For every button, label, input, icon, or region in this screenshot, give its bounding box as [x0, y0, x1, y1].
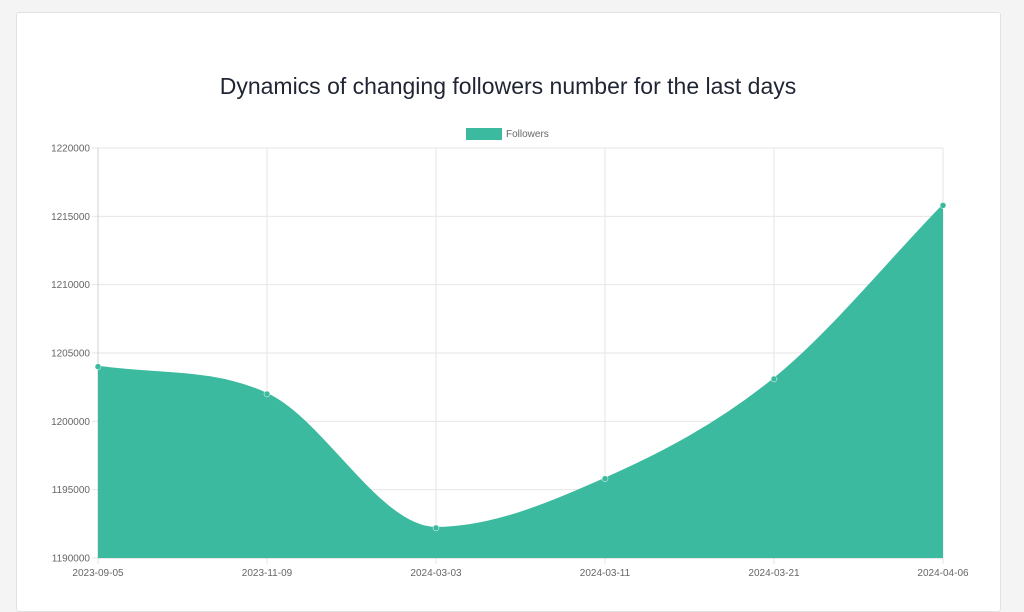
data-point[interactable] — [601, 475, 609, 482]
y-tick-label: 1210000 — [51, 280, 90, 291]
series-area-followers — [98, 205, 943, 558]
series-line-followers — [97, 204, 944, 529]
y-tick-label: 1195000 — [52, 485, 91, 496]
x-tick-label: 2023-09-05 — [72, 568, 124, 579]
data-point[interactable] — [432, 524, 440, 532]
y-tick-label: 1205000 — [51, 349, 90, 360]
y-tick-label: 1190000 — [52, 554, 91, 565]
y-axis-ticks: 1220000 1215000 1210000 1205000 1200000 11950… — [51, 144, 90, 565]
x-axis-ticks: 2023-09-05 2023-11-09 2024-03-03 2024-03-11… — [72, 568, 969, 579]
y-tick-label: 1200000 — [51, 417, 90, 428]
data-point[interactable] — [939, 202, 947, 209]
y-tick-label: 1215000 — [51, 212, 90, 223]
chart-title: Dynamics of changing followers number fo… — [220, 73, 797, 99]
data-point[interactable] — [770, 375, 778, 383]
x-tick-label: 2024-03-11 — [580, 568, 631, 579]
x-tick-label: 2024-04-06 — [917, 568, 969, 579]
data-point[interactable] — [263, 390, 271, 398]
data-point[interactable] — [94, 363, 102, 370]
legend-swatch-followers[interactable] — [466, 128, 502, 140]
x-tick-label: 2024-03-03 — [410, 568, 462, 579]
x-tick-label: 2023-11-09 — [242, 568, 293, 579]
y-tick-label: 1220000 — [51, 144, 90, 155]
legend-label-followers[interactable]: Followers — [506, 129, 549, 140]
x-tick-label: 2024-03-21 — [748, 568, 800, 579]
plot-area — [94, 202, 947, 558]
legend[interactable]: Followers — [466, 128, 549, 140]
